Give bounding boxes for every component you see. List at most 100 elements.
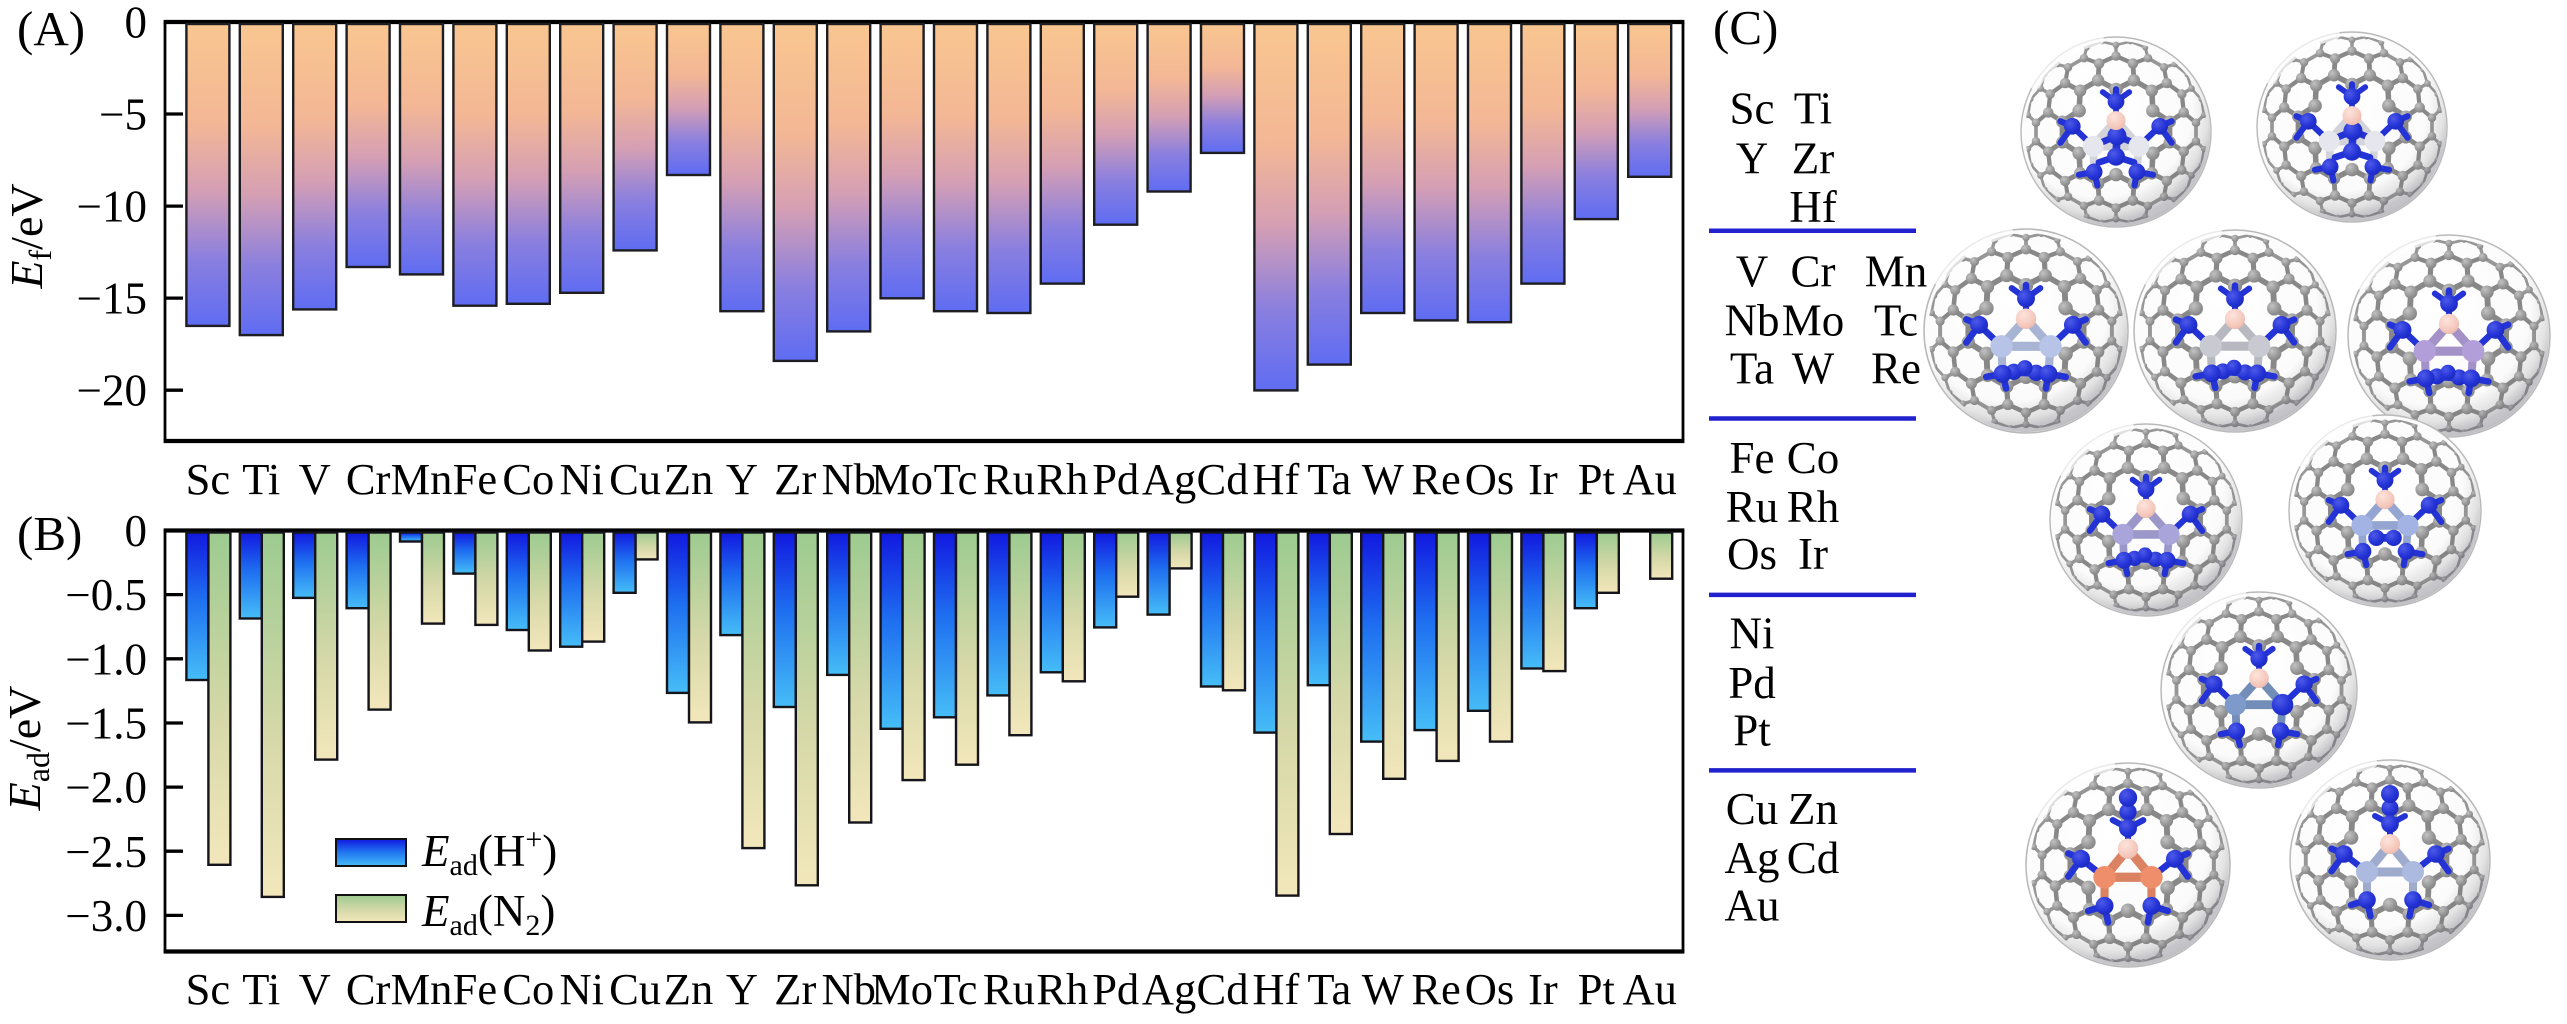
svg-text:0: 0 xyxy=(125,0,148,48)
svg-text:Ag: Ag xyxy=(1142,964,1196,1014)
svg-text:Re: Re xyxy=(1411,964,1460,1014)
svg-text:Hf: Hf xyxy=(1789,182,1836,232)
svg-text:Fe: Fe xyxy=(453,454,498,504)
svg-text:Zr: Zr xyxy=(774,964,816,1014)
svg-text:Sc: Sc xyxy=(186,454,231,504)
svg-text:Cd: Cd xyxy=(1787,833,1840,883)
svg-text:Ni: Ni xyxy=(559,964,604,1014)
svg-text:Os: Os xyxy=(1465,454,1514,504)
svg-text:Zr: Zr xyxy=(1792,133,1834,183)
svg-text:−0.5: −0.5 xyxy=(65,570,147,620)
svg-text:Ag: Ag xyxy=(1725,833,1780,883)
svg-text:Zn: Zn xyxy=(1788,784,1838,834)
svg-text:(B): (B) xyxy=(17,506,82,561)
svg-text:Mo: Mo xyxy=(1782,295,1845,345)
svg-text:Zn: Zn xyxy=(664,454,713,504)
svg-text:Pt: Pt xyxy=(1578,454,1616,504)
svg-text:Mn: Mn xyxy=(1865,247,1928,297)
svg-text:Hf: Hf xyxy=(1252,454,1299,504)
svg-text:Cd: Cd xyxy=(1197,454,1249,504)
svg-text:Zn: Zn xyxy=(664,964,713,1014)
svg-text:Nb: Nb xyxy=(1725,295,1780,345)
svg-text:V: V xyxy=(299,964,331,1014)
svg-text:Mn: Mn xyxy=(391,454,453,504)
svg-text:Co: Co xyxy=(502,964,554,1014)
svg-text:Y: Y xyxy=(726,454,758,504)
svg-text:Re: Re xyxy=(1871,343,1921,393)
svg-text:Au: Au xyxy=(1623,964,1677,1014)
svg-text:Ir: Ir xyxy=(1528,964,1558,1014)
svg-text:Ni: Ni xyxy=(1730,609,1775,659)
svg-text:Tc: Tc xyxy=(1874,295,1918,345)
svg-text:W: W xyxy=(1792,343,1835,393)
svg-text:Co: Co xyxy=(502,454,554,504)
svg-text:Ni: Ni xyxy=(559,454,604,504)
svg-text:Pd: Pd xyxy=(1092,454,1139,504)
svg-text:Pd: Pd xyxy=(1092,964,1139,1014)
svg-text:Ta: Ta xyxy=(1730,343,1774,393)
svg-text:Ag: Ag xyxy=(1142,454,1196,504)
svg-text:Ir: Ir xyxy=(1798,529,1828,579)
svg-text:Zr: Zr xyxy=(774,454,816,504)
svg-text:Y: Y xyxy=(1736,133,1769,183)
svg-text:Ti: Ti xyxy=(242,454,280,504)
svg-text:Cr: Cr xyxy=(346,454,391,504)
svg-text:Pt: Pt xyxy=(1578,964,1616,1014)
svg-text:Au: Au xyxy=(1725,881,1780,931)
svg-text:Cu: Cu xyxy=(1726,784,1779,834)
svg-text:Cu: Cu xyxy=(609,454,661,504)
svg-text:−3.0: −3.0 xyxy=(65,891,147,941)
svg-text:Hf: Hf xyxy=(1252,964,1299,1014)
svg-text:Pt: Pt xyxy=(1733,705,1771,755)
svg-text:Cu: Cu xyxy=(609,964,661,1014)
svg-text:Ir: Ir xyxy=(1528,454,1558,504)
svg-text:Ead(H+): Ead(H+) xyxy=(421,823,557,882)
svg-text:Au: Au xyxy=(1623,454,1677,504)
svg-text:Os: Os xyxy=(1465,964,1514,1014)
svg-text:(A): (A) xyxy=(17,1,85,56)
svg-text:Tc: Tc xyxy=(934,454,978,504)
svg-text:Cr: Cr xyxy=(346,964,391,1014)
svg-text:Rh: Rh xyxy=(1036,454,1088,504)
svg-text:−1.5: −1.5 xyxy=(65,699,147,749)
svg-text:Ef/eV: Ef/eV xyxy=(1,183,58,289)
svg-text:Y: Y xyxy=(726,964,758,1014)
svg-text:−2.0: −2.0 xyxy=(65,763,147,813)
svg-text:Mo: Mo xyxy=(871,964,933,1014)
svg-text:Co: Co xyxy=(1787,433,1840,483)
svg-text:Tc: Tc xyxy=(934,964,978,1014)
svg-text:Ead(N2): Ead(N2) xyxy=(421,886,555,942)
svg-text:(C): (C) xyxy=(1713,0,1778,55)
svg-text:Ead/eV: Ead/eV xyxy=(0,686,56,812)
svg-text:W: W xyxy=(1362,454,1404,504)
svg-text:Pd: Pd xyxy=(1728,658,1776,708)
svg-text:0: 0 xyxy=(125,506,148,556)
svg-text:Mn: Mn xyxy=(391,964,453,1014)
svg-text:Sc: Sc xyxy=(186,964,231,1014)
svg-text:Os: Os xyxy=(1727,529,1777,579)
svg-text:−15: −15 xyxy=(77,274,147,324)
svg-text:Cd: Cd xyxy=(1197,964,1249,1014)
svg-text:Nb: Nb xyxy=(822,964,876,1014)
svg-text:−5: −5 xyxy=(99,90,147,140)
svg-text:Sc: Sc xyxy=(1730,84,1775,134)
svg-text:Cr: Cr xyxy=(1791,247,1836,297)
svg-text:−10: −10 xyxy=(77,182,147,232)
svg-text:V: V xyxy=(299,454,331,504)
svg-text:−2.5: −2.5 xyxy=(65,827,147,877)
svg-text:Mo: Mo xyxy=(871,454,933,504)
svg-text:Ti: Ti xyxy=(242,964,280,1014)
svg-text:Rh: Rh xyxy=(1036,964,1088,1014)
svg-text:Fe: Fe xyxy=(1730,433,1775,483)
svg-text:Nb: Nb xyxy=(822,454,876,504)
svg-text:−20: −20 xyxy=(77,366,147,416)
svg-text:W: W xyxy=(1362,964,1404,1014)
svg-text:Rh: Rh xyxy=(1787,482,1840,532)
svg-text:V: V xyxy=(1736,247,1769,297)
svg-text:Ru: Ru xyxy=(983,964,1035,1014)
svg-text:−1.0: −1.0 xyxy=(65,634,147,684)
svg-text:Ti: Ti xyxy=(1794,84,1832,134)
svg-text:Ta: Ta xyxy=(1307,964,1351,1014)
svg-text:Ta: Ta xyxy=(1307,454,1351,504)
svg-text:Re: Re xyxy=(1411,454,1460,504)
